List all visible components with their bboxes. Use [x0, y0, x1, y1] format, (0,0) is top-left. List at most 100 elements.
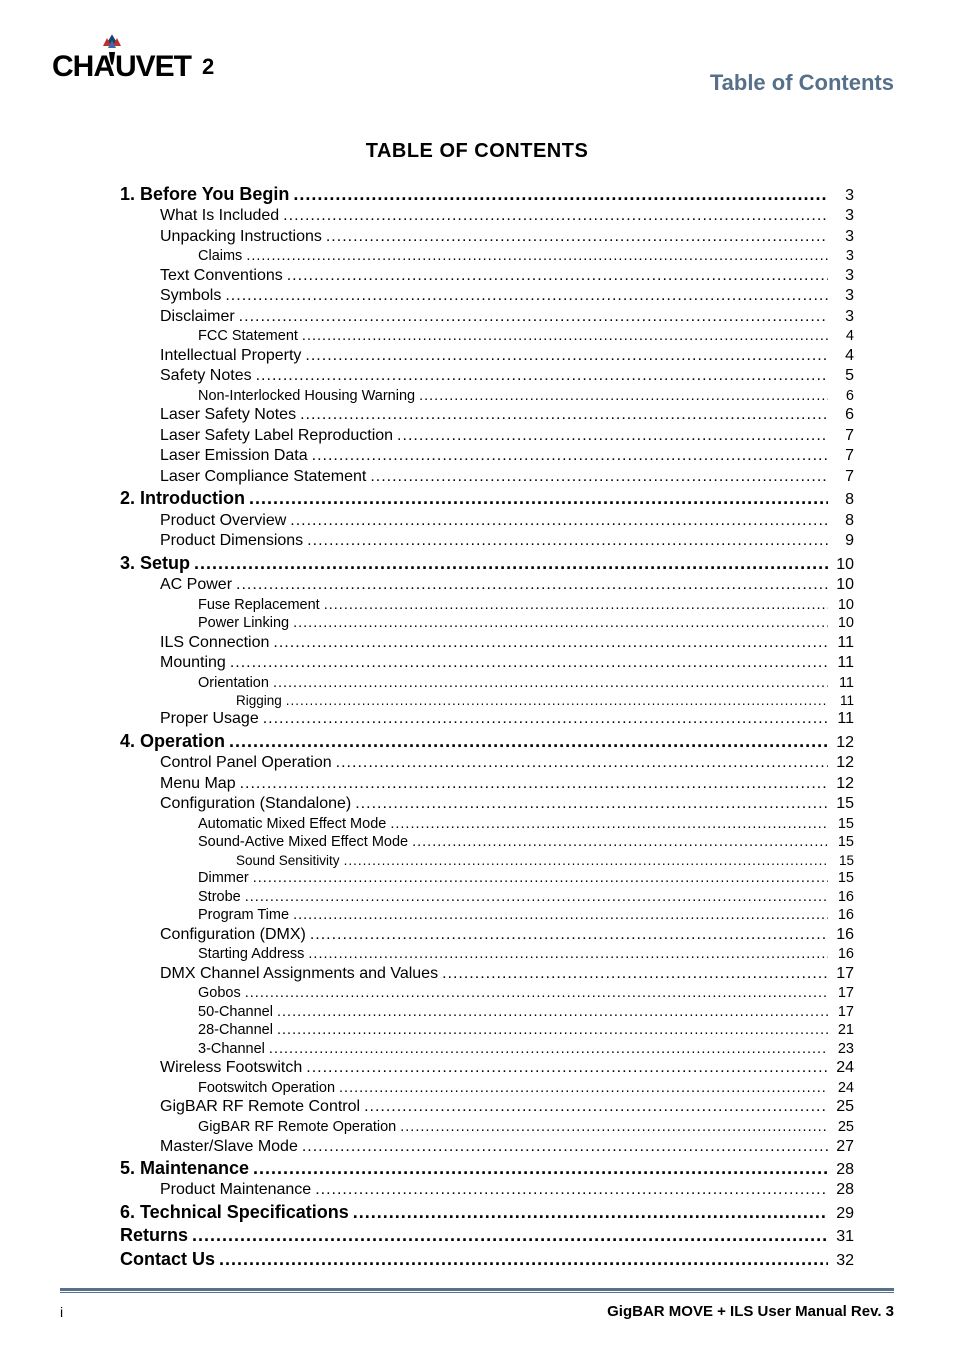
page-title: TABLE OF CONTENTS [60, 140, 894, 163]
toc-leader-dots [300, 405, 828, 425]
toc-entry-page: 7 [832, 467, 854, 487]
toc-entry: Control Panel Operation12 [120, 753, 854, 773]
toc-entry-label: Returns [120, 1224, 188, 1247]
toc-entry-label: Wireless Footswitch [160, 1058, 302, 1078]
toc-entry-page: 16 [832, 906, 854, 925]
toc-entry-page: 11 [832, 653, 854, 673]
toc-entry: Configuration (DMX)16 [120, 925, 854, 945]
toc-leader-dots [310, 925, 828, 945]
toc-entry-page: 10 [832, 614, 854, 633]
toc-entry-page: 8 [832, 511, 854, 531]
toc-entry: 2. Introduction8 [120, 487, 854, 510]
toc-leader-dots [336, 753, 828, 773]
toc-entry: Configuration (Standalone)15 [120, 794, 854, 814]
toc-entry-label: Fuse Replacement [198, 596, 320, 615]
toc-leader-dots [277, 1021, 828, 1040]
toc-leader-dots [229, 730, 828, 753]
toc-entry: Safety Notes 5 [120, 366, 854, 386]
toc-entry-label: 3-Channel [198, 1040, 265, 1059]
toc-leader-dots [312, 446, 828, 466]
toc-entry: FCC Statement4 [120, 327, 854, 346]
toc-entry-label: Strobe [198, 888, 241, 907]
toc-entry-label: Configuration (Standalone) [160, 794, 351, 814]
toc-entry-page: 11 [832, 633, 854, 653]
toc-entry-page: 25 [832, 1097, 854, 1117]
toc-entry-page: 31 [832, 1227, 854, 1247]
toc-entry-page: 4 [832, 346, 854, 366]
toc-entry-page: 3 [832, 227, 854, 247]
toc-entry-label: 3. Setup [120, 552, 190, 575]
toc-entry-label: Safety Notes [160, 366, 252, 386]
toc-entry: GigBAR RF Remote Control 25 [120, 1097, 854, 1117]
toc-entry: 28-Channel21 [120, 1021, 854, 1040]
toc-entry-page: 11 [832, 709, 854, 729]
toc-entry-page: 3 [832, 206, 854, 226]
toc-leader-dots [293, 183, 828, 206]
toc-entry-label: Rigging [236, 692, 282, 709]
toc-entry: Returns 31 [120, 1224, 854, 1247]
toc-entry-page: 15 [832, 815, 854, 834]
toc-entry-page: 10 [832, 555, 854, 575]
toc-entry-page: 3 [832, 307, 854, 327]
toc-entry-page: 6 [832, 405, 854, 425]
toc-entry-page: 3 [832, 266, 854, 286]
toc-entry-page: 25 [832, 1118, 854, 1137]
toc-entry-label: Sound-Active Mixed Effect Mode [198, 833, 408, 852]
toc-leader-dots [308, 945, 828, 964]
toc-entry-page: 29 [832, 1204, 854, 1224]
toc-entry-label: GigBAR RF Remote Control [160, 1097, 360, 1117]
toc-leader-dots [219, 1248, 828, 1271]
toc-leader-dots [273, 633, 828, 653]
toc-entry-page: 5 [832, 366, 854, 386]
toc-entry-label: Mounting [160, 653, 226, 673]
toc-entry: Unpacking Instructions3 [120, 227, 854, 247]
toc-entry: Dimmer15 [120, 869, 854, 888]
toc-leader-dots [269, 1040, 828, 1059]
toc-entry-label: Power Linking [198, 614, 289, 633]
toc-entry: ILS Connection 11 [120, 633, 854, 653]
toc-entry-label: 6. Technical Specifications [120, 1201, 349, 1224]
toc-entry-label: Disclaimer [160, 307, 235, 327]
logo-mark-icon [103, 34, 121, 48]
toc-entry-label: Automatic Mixed Effect Mode [198, 815, 386, 834]
toc-entry-page: 21 [832, 1021, 854, 1040]
toc-entry-page: 6 [832, 387, 854, 406]
toc-entry-page: 17 [832, 1003, 854, 1022]
toc-entry: Wireless Footswitch24 [120, 1058, 854, 1078]
toc-entry-page: 23 [832, 1040, 854, 1059]
toc-leader-dots [230, 653, 828, 673]
toc-entry: Mounting 11 [120, 653, 854, 673]
toc-entry: Fuse Replacement10 [120, 596, 854, 615]
toc-leader-dots [240, 774, 828, 794]
toc-entry-page: 17 [832, 964, 854, 984]
toc-leader-dots [253, 1157, 828, 1180]
toc-entry: AC Power10 [120, 575, 854, 595]
toc-leader-dots [306, 1058, 828, 1078]
toc-entry-label: Sound Sensitivity [236, 852, 340, 869]
toc-entry-label: Configuration (DMX) [160, 925, 306, 945]
toc-entry-label: ILS Connection [160, 633, 269, 653]
toc-entry-label: 5. Maintenance [120, 1157, 249, 1180]
svg-text:CHA: CHA [52, 50, 114, 83]
toc-entry: 5. Maintenance 28 [120, 1157, 854, 1180]
toc-entry: Laser Safety Notes 6 [120, 405, 854, 425]
toc-leader-dots [442, 964, 828, 984]
toc-entry: Gobos17 [120, 984, 854, 1003]
toc-entry-label: Laser Safety Notes [160, 405, 296, 425]
toc-entry-label: Intellectual Property [160, 346, 301, 366]
toc-entry-label: Laser Safety Label Reproduction [160, 426, 393, 446]
toc-entry: Power Linking 10 [120, 614, 854, 633]
toc-leader-dots [302, 1137, 828, 1157]
toc-entry-label: Orientation [198, 674, 269, 693]
toc-entry: Starting Address16 [120, 945, 854, 964]
toc-leader-dots [355, 794, 828, 814]
toc-leader-dots [353, 1201, 828, 1224]
toc-entry-label: 1. Before You Begin [120, 183, 289, 206]
toc-entry-page: 27 [832, 1137, 854, 1157]
toc-entry-label: Product Maintenance [160, 1180, 311, 1200]
toc-entry-page: 28 [832, 1160, 854, 1180]
toc-entry: DMX Channel Assignments and Values17 [120, 964, 854, 984]
toc-leader-dots [277, 1003, 828, 1022]
toc-entry-page: 12 [832, 733, 854, 753]
toc-entry-page: 8 [832, 490, 854, 510]
